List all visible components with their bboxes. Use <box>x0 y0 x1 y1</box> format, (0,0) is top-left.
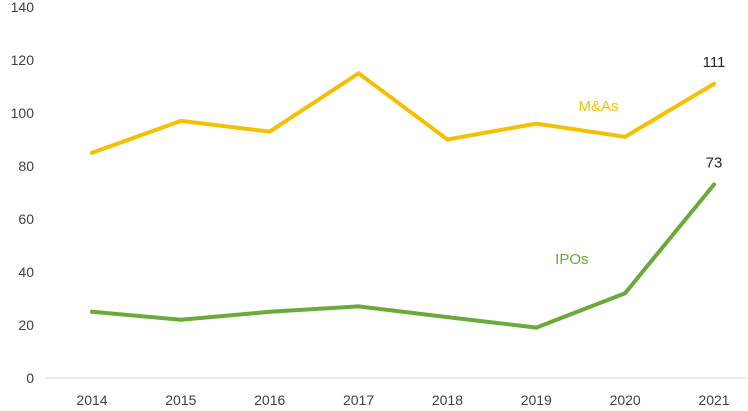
y-axis-ticks: 0 20 40 60 80 100 120 140 <box>11 0 35 386</box>
series-name-label: M&As <box>578 98 618 115</box>
data-point <box>534 121 539 126</box>
data-point <box>178 118 183 123</box>
data-point <box>712 81 716 86</box>
series-line-1 <box>90 182 716 330</box>
x-tick-label: 2021 <box>698 392 729 408</box>
x-tick-label: 2014 <box>76 392 107 408</box>
data-point <box>267 129 272 134</box>
x-tick-label: 2015 <box>165 392 196 408</box>
data-point <box>90 309 94 314</box>
series-group: M&As 111 IPOs 73 <box>90 54 725 330</box>
x-axis-ticks: 2014 2015 2016 2017 2018 2019 2020 2021 <box>76 392 729 408</box>
data-point <box>623 134 628 139</box>
data-point <box>445 315 450 320</box>
data-point <box>178 317 183 322</box>
x-tick-label: 2020 <box>610 392 641 408</box>
data-label: 73 <box>706 155 723 172</box>
data-point <box>445 137 450 142</box>
y-tick-label: 60 <box>18 211 34 227</box>
y-tick-label: 0 <box>26 370 34 386</box>
y-tick-label: 40 <box>18 264 34 280</box>
y-tick-label: 140 <box>11 0 35 15</box>
series-line-0 <box>90 71 716 155</box>
y-tick-label: 120 <box>11 52 35 68</box>
y-tick-label: 100 <box>11 105 35 121</box>
data-point <box>623 291 628 296</box>
data-label: 111 <box>703 54 726 71</box>
data-point <box>90 150 94 155</box>
x-tick-label: 2017 <box>343 392 374 408</box>
x-tick-label: 2016 <box>254 392 285 408</box>
y-tick-label: 20 <box>18 317 34 333</box>
x-tick-label: 2018 <box>432 392 463 408</box>
data-point <box>356 71 361 76</box>
x-tick-label: 2019 <box>521 392 552 408</box>
data-point <box>534 325 539 330</box>
series-name-label: IPOs <box>555 251 588 268</box>
data-point <box>712 182 716 187</box>
data-point <box>356 304 361 309</box>
y-tick-label: 80 <box>18 158 34 174</box>
data-point <box>267 309 272 314</box>
